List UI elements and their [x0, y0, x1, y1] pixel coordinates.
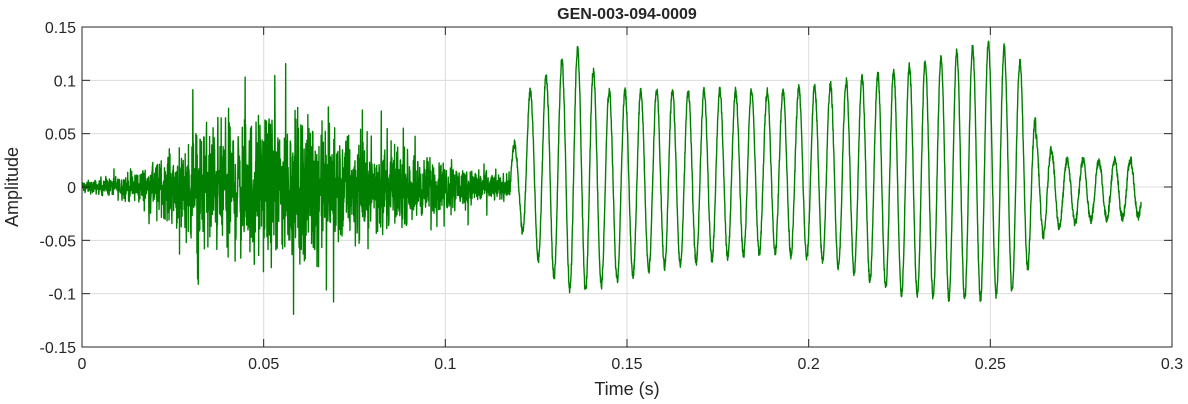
y-tick-label: -0.05 [40, 233, 77, 250]
tick-marks [81, 26, 1173, 348]
series-group [81, 40, 1142, 316]
x-tick-labels: 0 0.05 0.1 0.15 0.2 0.25 0.3 [78, 356, 1184, 373]
x-tick-label: 0.2 [798, 356, 820, 373]
y-tick-label: -0.1 [48, 287, 76, 304]
series-line-amplitude [81, 40, 1142, 316]
y-tick-label: 0.1 [54, 73, 76, 90]
y-tick-labels: -0.15 -0.1 -0.05 0 0.05 0.1 0.15 [40, 20, 77, 357]
plot-area: 0 0.05 0.1 0.15 0.2 0.25 0.3 -0.15 -0.1 -0.05 0 0.… [40, 20, 1184, 373]
y-tick-label: 0 [67, 180, 76, 197]
x-tick-label: 0.15 [611, 356, 642, 373]
y-tick-label: -0.15 [40, 340, 77, 357]
y-tick-label: 0.15 [45, 20, 76, 37]
x-tick-label: 0 [78, 356, 87, 373]
chart-title: GEN-003-094-0009 [557, 6, 697, 23]
x-tick-label: 0.3 [1161, 356, 1183, 373]
x-axis-label: Time (s) [594, 379, 659, 399]
x-tick-label: 0.05 [248, 356, 279, 373]
y-axis-label: Amplitude [2, 147, 22, 227]
y-tick-label: 0.05 [45, 127, 76, 144]
x-tick-label: 0.1 [434, 356, 456, 373]
x-tick-label: 0.25 [975, 356, 1006, 373]
